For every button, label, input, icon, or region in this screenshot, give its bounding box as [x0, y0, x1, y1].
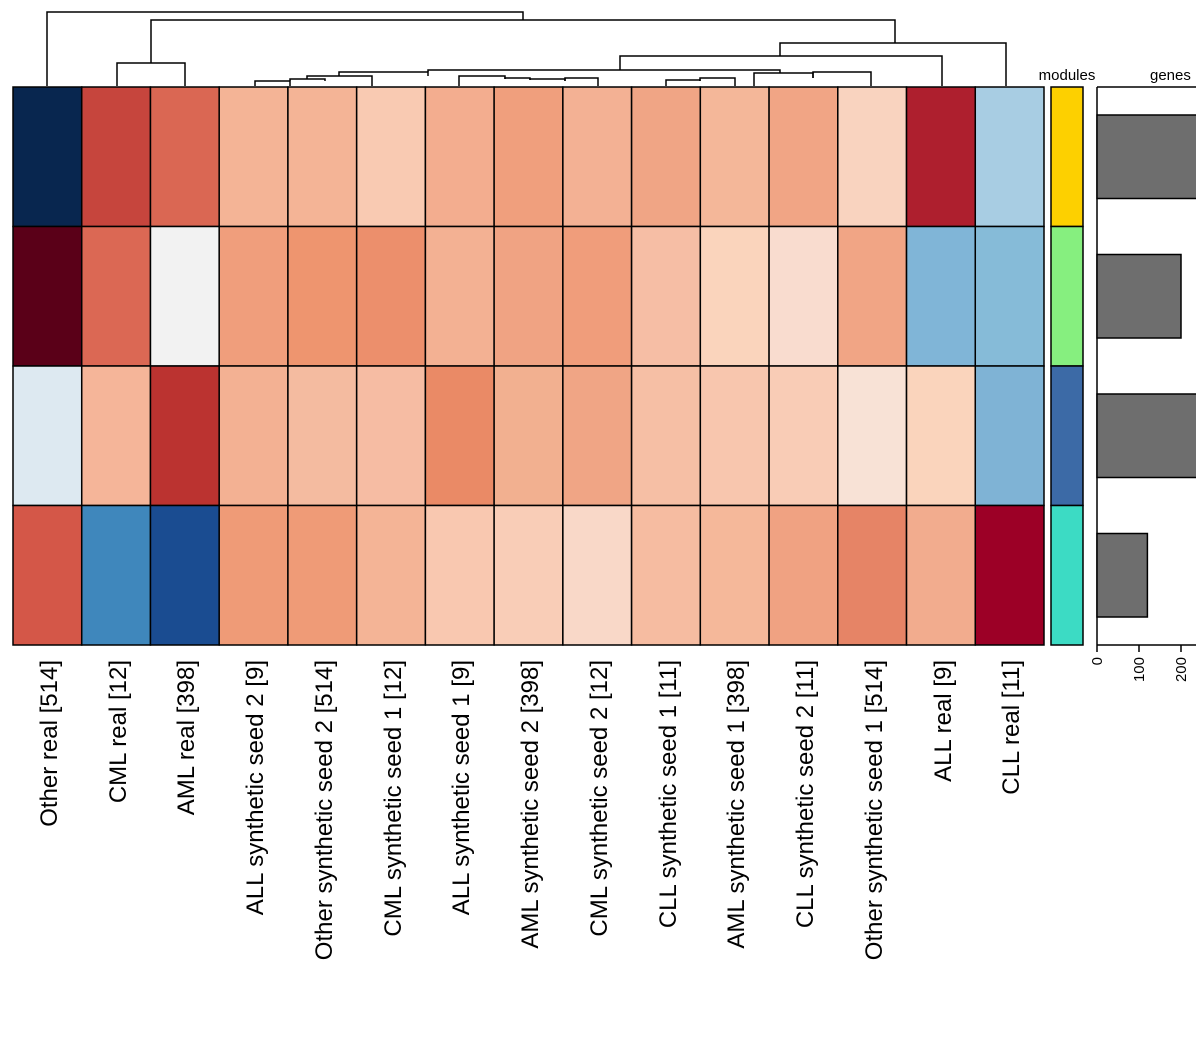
genes-title: genes — [1150, 67, 1191, 84]
heatmap-cell — [768, 86, 839, 228]
heatmap-cell — [630, 504, 702, 646]
genes-tick-label: 0 — [1089, 657, 1106, 665]
heatmap-cell — [80, 225, 152, 367]
column-label: ALL real [9] — [930, 660, 957, 782]
module-swatch — [1050, 504, 1084, 646]
column-label: CLL real [11] — [998, 660, 1025, 795]
module-swatch — [1050, 86, 1084, 228]
genes-tick-label: 200 — [1173, 657, 1190, 682]
heatmap-cell — [80, 504, 152, 646]
column-labels: Other real [514] CML real [12] AML real … — [36, 660, 1025, 960]
heatmap-cell — [424, 504, 495, 646]
column-label: CML synthetic seed 1 [12] — [380, 660, 407, 937]
heatmap-cell — [974, 225, 1045, 367]
genes-tick-label: 100 — [1131, 657, 1148, 682]
heatmap-cell — [699, 504, 770, 646]
heatmap-cell — [905, 225, 977, 367]
column-label: AML synthetic seed 1 [398] — [723, 660, 750, 949]
heatmap-cell — [355, 504, 427, 646]
column-label: Other synthetic seed 1 [514] — [861, 660, 888, 960]
modules-bar — [1050, 86, 1084, 646]
module-swatch — [1050, 225, 1084, 367]
heatmap-cell — [699, 365, 770, 507]
modules-title: modules — [1039, 67, 1096, 84]
heatmap-cell — [149, 365, 220, 507]
heatmap-grid — [12, 86, 1045, 646]
column-label: CML synthetic seed 2 [12] — [586, 660, 613, 937]
heatmap-cell — [149, 504, 220, 646]
column-label: CLL synthetic seed 1 [11] — [655, 660, 682, 928]
column-label: ALL synthetic seed 1 [9] — [448, 660, 475, 915]
heatmap-cell — [493, 504, 564, 646]
genes-barplot: 0 100 200 — [1089, 86, 1196, 682]
heatmap-cell — [699, 225, 770, 367]
heatmap-cell — [424, 86, 495, 228]
heatmap-cell — [768, 504, 839, 646]
heatmap-cell — [768, 225, 839, 367]
heatmap-cell — [768, 365, 839, 507]
heatmap-cell — [218, 365, 289, 507]
genes-bar — [1096, 393, 1196, 479]
heatmap-cell — [493, 86, 564, 228]
heatmap-cell — [218, 504, 289, 646]
module-swatch — [1050, 365, 1084, 507]
genes-bar — [1096, 114, 1196, 200]
heatmap-cell — [287, 225, 358, 367]
heatmap-cell — [424, 365, 495, 507]
heatmap-cell — [149, 225, 220, 367]
heatmap-cell — [12, 365, 83, 507]
heatmap-cell — [355, 365, 427, 507]
column-label: AML synthetic seed 2 [398] — [517, 660, 544, 949]
heatmap-cell — [287, 86, 358, 228]
heatmap-cell — [80, 365, 152, 507]
genes-bar — [1096, 532, 1149, 618]
heatmap-cell — [493, 365, 564, 507]
heatmap-cell — [149, 86, 220, 228]
heatmap-cell — [287, 504, 358, 646]
heatmap-cell — [630, 365, 702, 507]
heatmap-cell — [562, 225, 633, 367]
heatmap-cell — [905, 504, 977, 646]
heatmap-cell — [837, 504, 908, 646]
column-dendrogram — [46, 11, 1007, 86]
heatmap-cell — [355, 225, 427, 367]
heatmap-cell — [562, 504, 633, 646]
heatmap-cell — [974, 365, 1045, 507]
heatmap-cell — [218, 86, 289, 228]
column-label: CLL synthetic seed 2 [11] — [792, 660, 819, 928]
heatmap-cell — [905, 365, 977, 507]
heatmap-cell — [218, 225, 289, 367]
heatmap-cell — [837, 225, 908, 367]
column-label: Other real [514] — [36, 660, 63, 827]
heatmap-cell — [355, 86, 427, 228]
heatmap-cell — [424, 225, 495, 367]
heatmap-cell — [562, 365, 633, 507]
heatmap-cell — [80, 86, 152, 228]
heatmap-cell — [837, 365, 908, 507]
column-label: Other synthetic seed 2 [514] — [311, 660, 338, 960]
heatmap-cell — [493, 225, 564, 367]
column-label: AML real [398] — [173, 660, 200, 815]
heatmap-cell — [699, 86, 770, 228]
heatmap-cell — [562, 86, 633, 228]
genes-bar — [1096, 253, 1182, 339]
heatmap-cell — [287, 365, 358, 507]
heatmap-cell — [974, 86, 1045, 228]
heatmap-cell — [12, 504, 83, 646]
heatmap-cell — [837, 86, 908, 228]
heatmap-cell — [974, 504, 1045, 646]
heatmap-cell — [630, 225, 702, 367]
column-label: CML real [12] — [105, 660, 132, 803]
column-label: ALL synthetic seed 2 [9] — [242, 660, 269, 915]
heatmap-cell — [905, 86, 977, 228]
heatmap-cell — [12, 86, 83, 228]
heatmap-cell — [630, 86, 702, 228]
heatmap-cell — [12, 225, 83, 367]
